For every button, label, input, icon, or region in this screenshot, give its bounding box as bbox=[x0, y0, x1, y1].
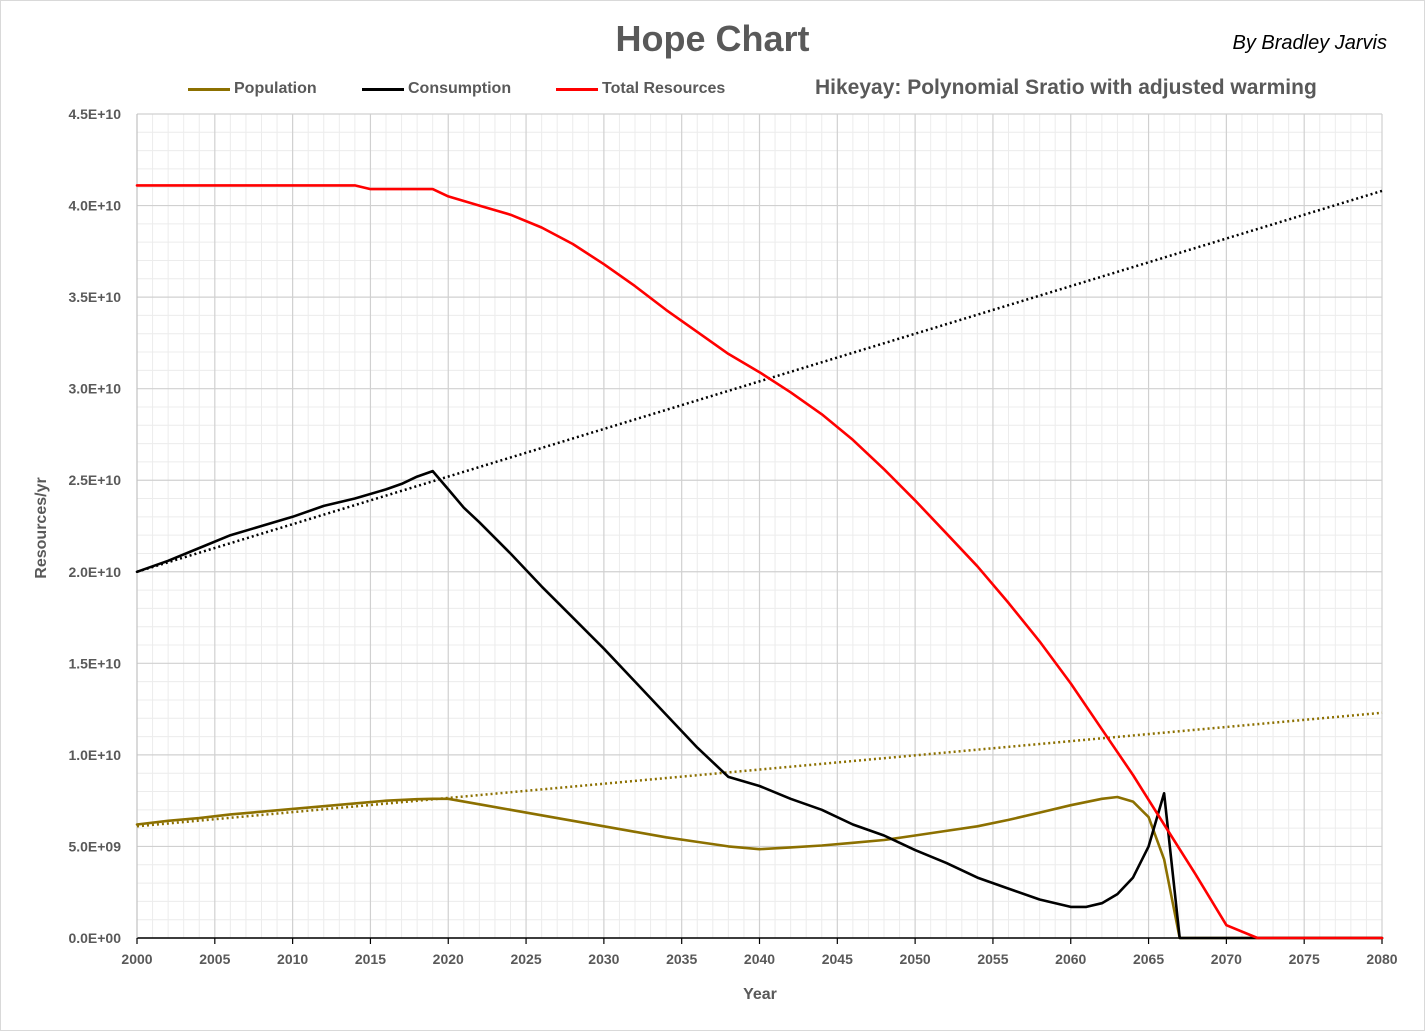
y-tick-label: 3.5E+10 bbox=[68, 289, 121, 305]
x-tick-label: 2070 bbox=[1211, 951, 1242, 967]
x-axis-label: Year bbox=[743, 986, 777, 1003]
series-line-total-resources bbox=[135, 184, 1384, 940]
x-tick-label: 2005 bbox=[199, 951, 230, 967]
y-tick-label: 1.5E+10 bbox=[68, 655, 121, 671]
axes bbox=[136, 114, 1383, 944]
legend-item-consumption: Consumption bbox=[362, 79, 511, 99]
y-tick-label: 2.5E+10 bbox=[68, 472, 121, 488]
trendline-consumption bbox=[136, 189, 1383, 573]
series-line-population bbox=[135, 795, 1384, 940]
legend-swatch-consumption bbox=[362, 87, 404, 91]
legend-item-total-resources: Total Resources bbox=[556, 79, 725, 99]
x-tick-label: 2035 bbox=[666, 951, 697, 967]
legend-label-population: Population bbox=[234, 80, 317, 97]
x-tick-label: 2080 bbox=[1366, 951, 1397, 967]
y-tick-label: 1.0E+10 bbox=[68, 747, 121, 763]
legend-item-population: Population bbox=[188, 79, 317, 99]
y-axis-label: Resources/yr bbox=[33, 477, 50, 578]
legend-swatch-population bbox=[188, 87, 230, 91]
x-tick-label: 2015 bbox=[355, 951, 386, 967]
legend-label-consumption: Consumption bbox=[408, 80, 512, 97]
y-tick-label: 3.0E+10 bbox=[68, 381, 121, 397]
trendline-population bbox=[136, 711, 1383, 828]
x-tick-label: 2065 bbox=[1133, 951, 1164, 967]
author-byline: By Bradley Jarvis bbox=[1232, 32, 1388, 54]
x-tick-label: 2075 bbox=[1289, 951, 1320, 967]
x-tick-label: 2010 bbox=[277, 951, 308, 967]
y-tick-label: 2.0E+10 bbox=[68, 564, 121, 580]
chart-subtitle: Hikeyay: Polynomial Sratio with adjusted… bbox=[815, 76, 1317, 99]
trendlines bbox=[136, 189, 1383, 828]
x-tick-label: 2030 bbox=[588, 951, 619, 967]
series-lines bbox=[135, 184, 1384, 940]
y-tick-label: 4.0E+10 bbox=[68, 198, 121, 214]
x-tick-label: 2055 bbox=[977, 951, 1008, 967]
tick-labels: 2000 2005 2010 2015 2020 2025 2030 2035 2040 2045… bbox=[68, 106, 1397, 967]
y-tick-label: 4.5E+10 bbox=[68, 106, 121, 122]
y-tick-label: 0.0E+00 bbox=[68, 930, 121, 946]
x-tick-label: 2040 bbox=[744, 951, 775, 967]
legend-swatch-total-resources bbox=[556, 87, 598, 91]
series-line-consumption bbox=[135, 469, 1384, 940]
x-tick-label: 2000 bbox=[121, 951, 152, 967]
legend-label-total-resources: Total Resources bbox=[602, 80, 726, 97]
x-tick-label: 2045 bbox=[822, 951, 853, 967]
x-tick-label: 2050 bbox=[900, 951, 931, 967]
x-tick-label: 2020 bbox=[433, 951, 464, 967]
chart-title: Hope Chart bbox=[615, 18, 810, 59]
x-tick-label: 2025 bbox=[510, 951, 541, 967]
y-tick-label: 5.0E+09 bbox=[68, 838, 121, 854]
major-gridlines bbox=[136, 113, 1383, 939]
x-tick-label: 2060 bbox=[1055, 951, 1086, 967]
